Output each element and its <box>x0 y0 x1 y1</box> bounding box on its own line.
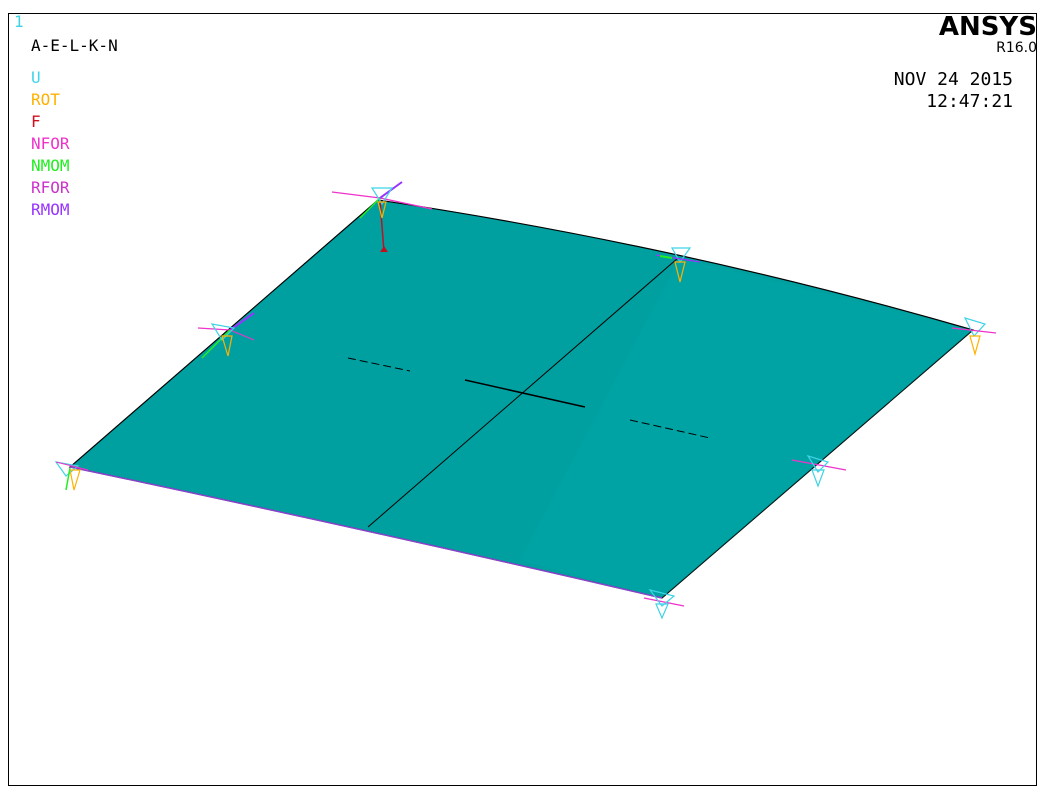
mesh-line-b <box>464 379 586 408</box>
legend-item-rmom: RMOM <box>31 200 70 219</box>
time-stamp: 12:47:21 <box>926 91 1013 112</box>
legend-item-f: F <box>31 112 41 131</box>
node-symbols-right <box>951 317 997 357</box>
node-symbols-top <box>331 181 433 253</box>
plate-edge-bottom <box>69 466 663 599</box>
plot-title: A-E-L-K-N <box>31 36 118 55</box>
legend-item-nmom: NMOM <box>31 156 70 175</box>
mesh-line-c <box>347 357 411 372</box>
plate-shade <box>520 258 973 598</box>
viewport-number: 1 <box>14 12 24 31</box>
node-symbols-left <box>54 461 89 491</box>
node-symbols-mid-top <box>655 247 701 283</box>
symbol-legend: U ROT F NFOR NMOM RFOR RMOM <box>31 67 70 221</box>
node-symbols-left-mid <box>197 312 255 359</box>
version-label: R16.0 <box>996 40 1037 56</box>
node-symbols-bottom <box>643 589 685 620</box>
mesh-line-d <box>629 419 711 439</box>
node-symbols-right-mid <box>791 454 847 488</box>
ansys-logo: ANSYS <box>938 12 1037 42</box>
legend-item-u: U <box>31 68 41 87</box>
date-stamp: NOV 24 2015 <box>893 69 1013 90</box>
legend-item-rot: ROT <box>31 90 60 109</box>
legend-item-nfor: NFOR <box>31 134 70 153</box>
legend-item-rfor: RFOR <box>31 178 70 197</box>
graphics-window[interactable] <box>8 13 1037 786</box>
